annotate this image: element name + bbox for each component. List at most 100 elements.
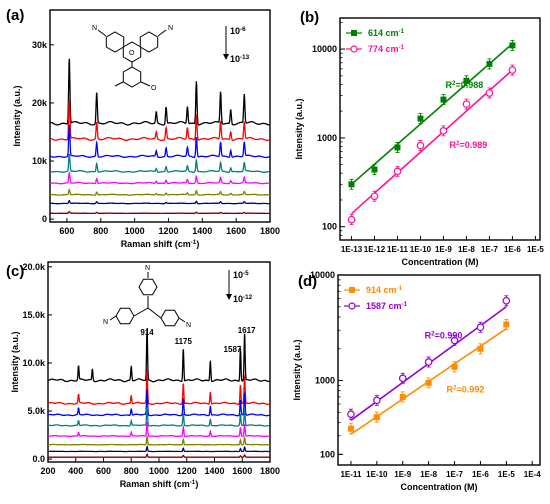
atom-o: O xyxy=(129,50,135,57)
ring-top xyxy=(138,278,158,296)
spectrum-line-6 xyxy=(48,435,270,446)
peak-label-914: 914 xyxy=(140,328,154,337)
arrow-head xyxy=(223,54,229,60)
legend-label: 914 cm-1 xyxy=(366,285,403,296)
data-point-circle xyxy=(462,100,471,108)
spectrum-line-6 xyxy=(50,188,271,196)
data-point-circle xyxy=(424,358,433,366)
atom-n: N xyxy=(103,319,108,326)
x-tick-label: 800 xyxy=(93,226,108,236)
panel-label: (c) xyxy=(6,263,24,280)
x-axis-label: Concentration (M) xyxy=(401,482,478,492)
annotation-concentration-high: 10-5 xyxy=(233,270,249,281)
ring-left xyxy=(105,31,125,53)
r2-label-774: R2=0.989 xyxy=(449,139,487,150)
plot-frame xyxy=(49,9,271,223)
legend-marker xyxy=(351,30,357,36)
data-point-square xyxy=(425,379,432,386)
data-point-square xyxy=(347,425,354,432)
x-tick-label: 1E-8 xyxy=(420,470,437,479)
ring-right xyxy=(160,309,180,327)
data-point-circle xyxy=(476,323,485,332)
y-axis-label: Intensity (a.u.) xyxy=(292,339,302,400)
r2-label-614: R2=0.988 xyxy=(445,80,483,91)
y-axis-label: Intensity (a.u.) xyxy=(294,98,304,159)
fit-line-2 xyxy=(350,69,513,215)
spectrum-line-7 xyxy=(50,199,270,205)
bond xyxy=(140,81,151,87)
x-tick-label: 1E-8 xyxy=(458,245,475,254)
plot-frame xyxy=(47,261,271,463)
legend-marker xyxy=(349,287,355,293)
annotation-concentration-high: 10-6 xyxy=(230,26,246,37)
molecule-structure xyxy=(109,272,186,327)
x-tick-label: 800 xyxy=(124,466,139,476)
spectrum-line-8 xyxy=(48,453,270,458)
data-point-square xyxy=(477,345,484,352)
data-point-circle xyxy=(439,127,448,135)
x-tick-label: 1E-11 xyxy=(387,245,408,254)
spectrum-line-5 xyxy=(50,171,270,185)
ring-left xyxy=(115,307,135,325)
spectrum-line-4 xyxy=(50,153,270,173)
x-tick-label: 1200 xyxy=(177,466,197,476)
spectrum-line-5 xyxy=(48,421,270,438)
molecule-structure xyxy=(97,29,167,88)
spectrum-line-2 xyxy=(49,99,271,142)
x-tick-label: 600 xyxy=(96,466,111,476)
x-tick-label: 1600 xyxy=(232,466,252,476)
spectrum-line-7 xyxy=(48,445,270,453)
y-tick-label: 10k xyxy=(32,156,48,166)
legend-marker xyxy=(350,45,358,53)
x-tick-label: 1E-10 xyxy=(410,245,432,254)
data-point-square xyxy=(440,96,447,103)
x-tick-label: 1400 xyxy=(204,466,224,476)
panel-label: (a) xyxy=(6,7,24,24)
y-axis-label: Intensity (a.u.) xyxy=(12,85,22,146)
spectrum-line-3 xyxy=(49,124,271,159)
fit-line-1 xyxy=(350,43,513,185)
legend-label: 1587 cm-1 xyxy=(366,301,408,312)
plot-frame xyxy=(337,274,541,466)
legend-label: 614 cm-1 xyxy=(368,28,405,39)
data-point-circle xyxy=(416,141,425,150)
peak-label-1617: 1617 xyxy=(238,326,256,335)
data-point-circle xyxy=(485,89,494,97)
x-tick-label: 1E-7 xyxy=(446,470,463,479)
plot-frame xyxy=(339,17,541,241)
x-tick-label: 1200 xyxy=(158,226,178,236)
x-tick-label: 1600 xyxy=(226,226,246,236)
data-point-circle xyxy=(347,410,355,419)
x-tick-label: 1E-9 xyxy=(394,470,411,479)
peak-label-1175: 1175 xyxy=(175,337,193,346)
x-tick-label: 1E-4 xyxy=(524,470,541,479)
y-tick-label: 15.0k xyxy=(22,310,46,320)
r2-label-914: R2=0.992 xyxy=(447,384,485,395)
bond xyxy=(133,307,149,317)
data-point-circle xyxy=(347,215,356,224)
x-tick-label: 1E-11 xyxy=(340,470,361,479)
bond xyxy=(178,317,186,323)
y-tick-label: 0 xyxy=(42,214,47,224)
data-point-circle xyxy=(502,296,511,305)
x-tick-label: 200 xyxy=(40,466,55,476)
x-tick-label: 1E-7 xyxy=(481,245,498,254)
data-point-square xyxy=(371,166,378,173)
data-point-circle xyxy=(373,396,381,405)
x-tick-label: 1E-12 xyxy=(364,245,386,254)
x-tick-label: 1000 xyxy=(149,466,169,476)
data-point-circle xyxy=(508,66,517,74)
x-tick-label: 1E-10 xyxy=(366,470,388,479)
x-tick-label: 1E-5 xyxy=(527,245,544,254)
data-point-square xyxy=(399,393,406,400)
data-point-square xyxy=(463,77,470,84)
data-point-square xyxy=(373,414,380,421)
panel-label: (d) xyxy=(298,273,317,290)
data-point-circle xyxy=(370,192,379,201)
legend-marker xyxy=(348,302,356,310)
annotation-concentration-low: 10-12 xyxy=(233,294,253,305)
atom-n: N xyxy=(92,25,97,32)
ring-bottom xyxy=(122,66,142,88)
panel-d: (d) 1E-11 1E-10 1E-9 1E-8 1E-7 1E-6 1E-5 1E-4 100… xyxy=(292,270,541,492)
panel-label: (b) xyxy=(300,9,319,26)
